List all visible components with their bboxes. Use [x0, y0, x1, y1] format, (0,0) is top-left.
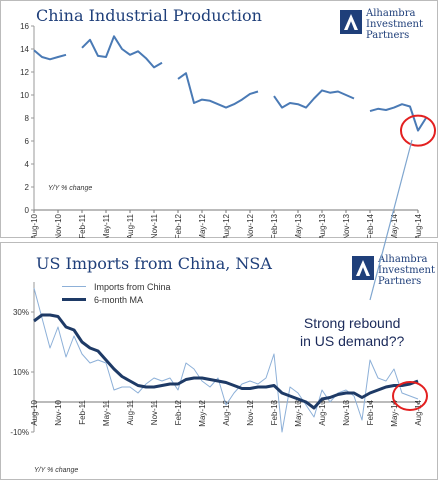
x-tick-label: Feb-11 — [78, 213, 87, 238]
alhambra-logo: Alhambra Investment Partners — [352, 254, 438, 294]
y-tick-label: 4 — [25, 160, 30, 169]
series-line — [33, 313, 419, 410]
x-tick-label: Aug-10 — [30, 213, 39, 238]
x-tick-label: Feb-14 — [366, 213, 375, 238]
legend-item: 6-month MA — [62, 293, 171, 306]
logo-line-1: Alhambra — [378, 254, 428, 265]
x-tick-label: Aug-14 — [414, 399, 423, 425]
x-tick-label: Nov-13 — [342, 399, 351, 425]
chart-legend: Imports from China 6-month MA — [62, 280, 171, 306]
y-tick-label: 16 — [20, 22, 29, 31]
logo-line-2: Investment — [366, 19, 423, 30]
callout-line-1: Strong rebound — [303, 315, 401, 331]
series-line — [33, 49, 67, 61]
x-tick-label: Nov-12 — [246, 399, 255, 425]
alhambra-logo-icon — [340, 10, 362, 34]
x-tick-label: Feb-12 — [174, 213, 183, 238]
legend-item: Imports from China — [62, 280, 171, 293]
x-tick-label: Aug-10 — [30, 399, 39, 425]
chart-title: US Imports from China, NSA — [36, 254, 272, 273]
x-tick-label: Nov-11 — [150, 399, 159, 425]
industrial-production-panel: 0 2 4 6 8 10 12 14 16 Aug-10 Nov-10 Feb-11 May-11 Aug… — [0, 0, 438, 238]
x-tick-label: May-14 — [390, 213, 399, 238]
logo-line-1: Alhambra — [366, 8, 416, 19]
legend-label: 6-month MA — [94, 294, 144, 305]
y-axis-title: Y/Y % change — [48, 185, 92, 192]
x-tick-label: Feb-13 — [270, 213, 279, 238]
y-tick-label: -10% — [10, 428, 29, 437]
us-imports-panel: 30% 10% -10% Aug-10 Nov-10 Feb-11 May-11 Aug-11… — [0, 242, 438, 480]
x-tick-label: Nov-11 — [150, 213, 159, 238]
x-tick-label: Aug-13 — [318, 399, 327, 425]
series-line — [273, 89, 355, 109]
x-tick-label: Nov-12 — [246, 213, 255, 238]
logo-line-3: Partners — [366, 30, 410, 41]
x-tick-label: May-11 — [102, 399, 111, 426]
annotation-callout: Strong rebound in US demand?? — [300, 314, 404, 350]
industrial-production-chart: 0 2 4 6 8 10 12 14 16 Aug-10 Nov-10 Feb-11 May-11 Aug… — [0, 0, 438, 238]
chart-title: China Industrial Production — [36, 6, 262, 25]
y-tick-label: 6 — [25, 137, 30, 146]
x-tick-label: May-12 — [198, 213, 207, 238]
y-tick-label: 8 — [25, 114, 30, 123]
x-tick-label: Aug-11 — [126, 213, 135, 238]
y-tick-label: 0 — [25, 206, 30, 215]
legend-swatch — [62, 286, 86, 287]
logo-line-2: Investment — [378, 265, 435, 276]
x-tick-label: Feb-11 — [78, 399, 87, 424]
highlight-circle — [400, 114, 436, 147]
x-tick-label: Aug-12 — [222, 399, 231, 425]
legend-label: Imports from China — [94, 281, 171, 292]
series-line — [177, 72, 259, 109]
x-tick-label: May-11 — [102, 213, 111, 238]
x-tick-label: Aug-14 — [414, 213, 423, 238]
y-axis-title: Y/Y % change — [34, 467, 78, 474]
logo-line-3: Partners — [378, 276, 422, 287]
series-line — [33, 287, 419, 433]
x-tick-label: Nov-10 — [54, 399, 63, 425]
highlight-circle — [392, 381, 428, 411]
x-tick-label: May-13 — [294, 399, 303, 426]
x-tick-label: Nov-13 — [342, 213, 351, 238]
y-tick-label: 2 — [25, 183, 30, 192]
x-tick-label: Feb-13 — [270, 399, 279, 425]
callout-line-2: in US demand?? — [300, 333, 405, 349]
series-line — [81, 35, 163, 69]
x-tick-label: Feb-14 — [366, 399, 375, 425]
x-tick-label: May-12 — [198, 399, 207, 426]
x-tick-label: Feb-12 — [174, 399, 183, 425]
alhambra-logo-icon — [352, 256, 374, 280]
x-tick-label: May-13 — [294, 213, 303, 238]
y-tick-label: 30% — [13, 308, 29, 317]
x-tick-label: Aug-12 — [222, 213, 231, 238]
x-tick-label: Aug-11 — [126, 399, 135, 425]
series-line — [369, 103, 427, 132]
y-tick-label: 12 — [20, 68, 29, 77]
x-tick-label: May-14 — [390, 399, 399, 426]
alhambra-logo: Alhambra Investment Partners — [340, 8, 438, 48]
y-tick-label: 14 — [20, 45, 29, 54]
x-tick-label: Nov-10 — [54, 213, 63, 238]
y-tick-label: 10% — [13, 368, 29, 377]
y-tick-label: 10 — [20, 91, 29, 100]
legend-swatch — [62, 298, 86, 301]
x-tick-label: Aug-13 — [318, 213, 327, 238]
